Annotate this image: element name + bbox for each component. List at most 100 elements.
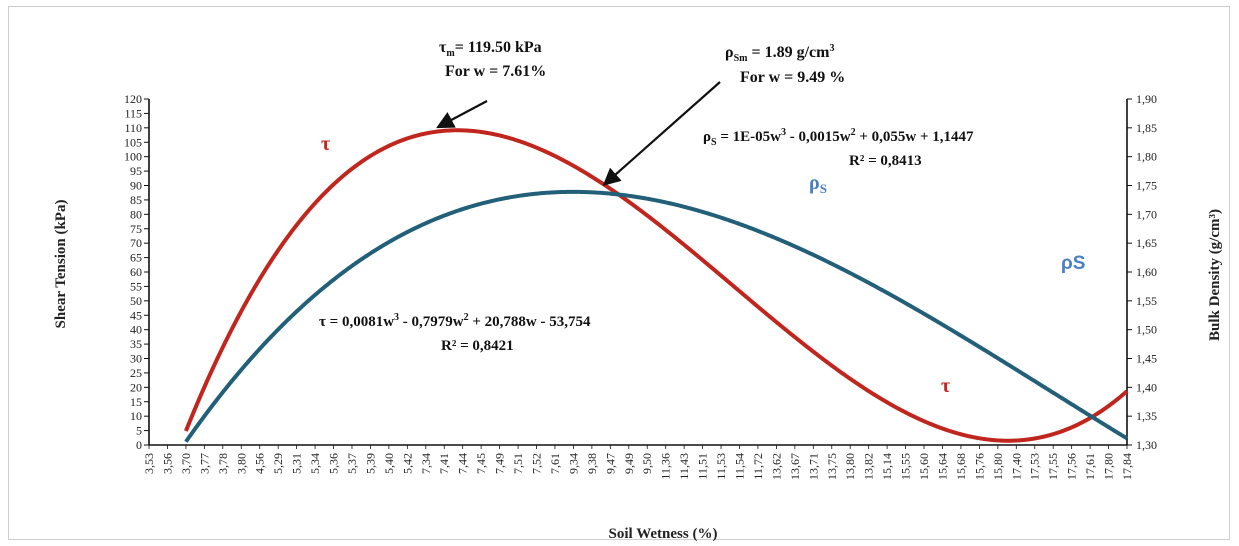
y-left-tick-label: 60 — [130, 265, 142, 279]
y-right-tick-label: 1,35 — [1136, 409, 1157, 423]
x-tick-label: 13,80 — [843, 453, 857, 480]
rho-curve — [184, 189, 1129, 443]
x-tick-label: 7,34 — [419, 453, 433, 474]
rho-series-symbol: ρ — [809, 172, 820, 194]
rho-max-annotation: ρSm = 1.89 g/cm3 — [725, 43, 834, 64]
y-left-tick-label: 120 — [124, 92, 142, 106]
y-left-tick-label: 80 — [130, 207, 142, 221]
x-tick-label: 15,14 — [880, 453, 894, 480]
rho-eq-sub: S — [711, 137, 717, 148]
x-tick-label: 5,36 — [327, 453, 341, 474]
y-axis-left-title: Shear Tension (kPa) — [53, 200, 69, 329]
x-tick-label: 5,29 — [271, 453, 285, 474]
chart-frame: 0 5 10 15 20 25 30 35 40 45 50 55 60 65 70 75 80 85 90 95 10… — [8, 6, 1230, 541]
rho-max-sub: Sm — [734, 53, 749, 64]
chart-svg: 0510152025303540455055606570758085909510… — [53, 39, 1223, 541]
rho-eq-mid1: - 0,0015w — [786, 129, 851, 145]
y-left-tick-label: 105 — [124, 135, 142, 149]
y-left-tick-label: 115 — [124, 106, 142, 120]
y-right-tick-label: 1,40 — [1136, 380, 1157, 394]
tau-eq-sup3: 3 — [394, 312, 399, 323]
x-tick-label: 13,67 — [788, 453, 802, 480]
x-tick-label: 13,75 — [825, 453, 839, 480]
tau-max-annotation: τm= 119.50 kPa — [439, 39, 542, 59]
tau-eq-pre: τ = 0,0081w — [319, 314, 394, 330]
tau-series-label-right: τ — [941, 375, 950, 397]
y-left-tick-label: 55 — [130, 279, 142, 293]
rho-series-label-right: ρS — [1061, 253, 1085, 274]
x-tick-label: 17,55 — [1046, 453, 1060, 480]
curves — [184, 128, 1129, 443]
x-tick-label: 9,50 — [640, 453, 654, 474]
x-tick-label: 15,68 — [954, 453, 968, 480]
rho-max-sup: 3 — [829, 43, 834, 54]
x-tick-label: 7,45 — [474, 453, 488, 474]
y-right-tick-label: 1,70 — [1136, 207, 1157, 221]
tau-max-value: = 119.50 kPa — [455, 39, 542, 56]
x-tick-label: 15,76 — [972, 453, 986, 480]
y-left-tick-label: 75 — [130, 222, 142, 236]
tau-max-w: For w = 7.61% — [445, 63, 546, 80]
y-left-tick-label: 100 — [124, 150, 142, 164]
x-tick-label: 15,80 — [991, 453, 1005, 480]
x-tick-label: 5,42 — [400, 453, 414, 474]
x-tick-label: 13,82 — [862, 453, 876, 480]
x-tick-label: 5,37 — [345, 453, 359, 474]
y-left-tick-label: 65 — [130, 251, 142, 265]
x-tick-label: 9,38 — [585, 453, 599, 474]
tau-equation: τ = 0,0081w3 - 0,7979w2 + 20,788w - 53,7… — [319, 312, 591, 330]
tau-r2: R² = 0,8421 — [441, 338, 514, 354]
y-left-tick-label: 40 — [130, 323, 142, 337]
y-left-tick-label: 30 — [130, 352, 142, 366]
rho-equation: ρS = 1E-05w3 - 0,0015w2 + 0,055w + 1,144… — [703, 127, 974, 148]
x-tick-label: 5,39 — [363, 453, 377, 474]
tau-series-label-left: τ — [321, 133, 330, 155]
y-right-tick-label: 1,90 — [1136, 92, 1157, 106]
x-tick-label: 7,44 — [456, 453, 470, 474]
y-right-tick-label: 1,45 — [1136, 352, 1157, 366]
x-tick-label: 3,70 — [179, 453, 193, 474]
x-tick-label: 3,53 — [142, 453, 156, 474]
y-right-tick-label: 1,30 — [1136, 438, 1157, 452]
x-tick-label: 11,53 — [714, 453, 728, 480]
x-tick-label: 11,43 — [677, 453, 691, 480]
y-right-tick-label: 1,65 — [1136, 236, 1157, 250]
x-tick-label: 3,78 — [216, 453, 230, 474]
y-left-tick-label: 35 — [130, 337, 142, 351]
y-right-tick-label: 1,55 — [1136, 294, 1157, 308]
y-axis-right-ticks: 1,30 1,35 1,40 1,45 1,50 1,55 1,60 1,65 1,70 1,75… — [1127, 92, 1157, 452]
x-tick-label: 9,34 — [566, 453, 580, 474]
y-right-tick-label: 1,85 — [1136, 121, 1157, 135]
y-left-tick-label: 25 — [130, 366, 142, 380]
rho-eq-sym: ρ — [703, 129, 711, 145]
x-tick-label: 7,41 — [437, 453, 451, 474]
y-right-tick-label: 1,75 — [1136, 179, 1157, 193]
x-tick-label: 17,84 — [1120, 453, 1134, 480]
y-right-tick-label: 1,60 — [1136, 265, 1157, 279]
rho-series-sub: S — [820, 181, 827, 196]
x-tick-label: 17,40 — [1009, 453, 1023, 480]
x-tick-label: 11,36 — [659, 453, 673, 480]
y-left-tick-label: 20 — [130, 380, 142, 394]
y-left-tick-label: 45 — [130, 308, 142, 322]
x-tick-label: 15,55 — [899, 453, 913, 480]
x-axis-title: Soil Wetness (%) — [609, 526, 718, 541]
tau-eq-sup2: 2 — [464, 312, 469, 323]
x-tick-label: 15,64 — [935, 453, 949, 480]
tau-curve — [184, 128, 1129, 443]
x-tick-label: 7,61 — [548, 453, 562, 474]
x-tick-label: 17,56 — [1065, 453, 1079, 480]
y-left-tick-label: 90 — [130, 179, 142, 193]
tau-max-symbol: τ — [439, 39, 447, 56]
rho-eq-pre: = 1E-05w — [717, 129, 782, 145]
x-tick-label: 3,77 — [197, 453, 211, 474]
y-left-tick-label: 110 — [124, 121, 142, 135]
x-tick-label: 13,71 — [806, 453, 820, 480]
y-axis-left-ticks: 0510152025303540455055606570758085909510… — [124, 92, 149, 452]
tau-eq-mid2: + 20,788w - 53,754 — [469, 314, 591, 330]
x-tick-label: 5,34 — [308, 453, 322, 474]
tau-max-arrow — [436, 100, 488, 129]
rho-eq-sup3: 3 — [781, 127, 786, 138]
x-tick-label: 7,51 — [511, 453, 525, 474]
axes — [148, 99, 1128, 446]
